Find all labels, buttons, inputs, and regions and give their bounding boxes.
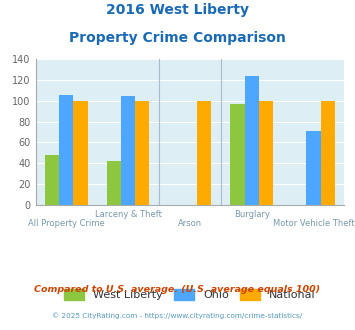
Legend: West Liberty, Ohio, National: West Liberty, Ohio, National bbox=[61, 286, 319, 304]
Bar bbox=[45, 155, 59, 205]
Bar bbox=[121, 96, 135, 205]
Text: All Property Crime: All Property Crime bbox=[28, 219, 105, 228]
Bar bbox=[321, 101, 335, 205]
Bar bbox=[230, 104, 245, 205]
Bar bbox=[107, 161, 121, 205]
Text: Burglary: Burglary bbox=[234, 210, 270, 218]
Text: Property Crime Comparison: Property Crime Comparison bbox=[69, 31, 286, 45]
Bar bbox=[197, 101, 211, 205]
Bar bbox=[73, 101, 88, 205]
Text: Motor Vehicle Theft: Motor Vehicle Theft bbox=[273, 219, 354, 228]
Text: Larceny & Theft: Larceny & Theft bbox=[95, 210, 162, 218]
Bar bbox=[306, 131, 321, 205]
Text: Compared to U.S. average. (U.S. average equals 100): Compared to U.S. average. (U.S. average … bbox=[34, 285, 321, 294]
Bar bbox=[59, 95, 73, 205]
Text: Arson: Arson bbox=[178, 219, 202, 228]
Bar bbox=[259, 101, 273, 205]
Text: 2016 West Liberty: 2016 West Liberty bbox=[106, 3, 249, 17]
Bar bbox=[245, 76, 259, 205]
Text: © 2025 CityRating.com - https://www.cityrating.com/crime-statistics/: © 2025 CityRating.com - https://www.city… bbox=[53, 312, 302, 318]
Bar bbox=[135, 101, 149, 205]
